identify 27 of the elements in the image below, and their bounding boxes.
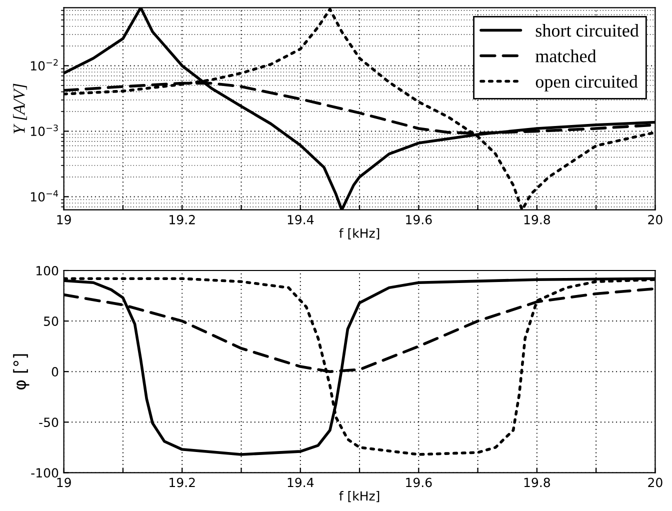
x-tick-label: 19.6 [406, 478, 432, 488]
y-tick-label: -50 [39, 418, 58, 428]
x-tick-label: 19.2 [170, 478, 195, 488]
x-axis-title: f [kHz] [339, 491, 380, 502]
y-tick-label: 100 [36, 266, 58, 276]
y-tick-label: 10$^{−2}$ [30, 59, 58, 71]
legend-label: open circuited [536, 75, 638, 92]
x-axis-title: f [kHz] [339, 228, 380, 240]
x-tick-label: 19 [57, 478, 71, 488]
x-tick-label: 19.2 [170, 214, 195, 224]
x-tick-label: 19.8 [524, 214, 550, 224]
x-tick-label: 19.6 [406, 214, 432, 224]
x-tick-label: 20 [648, 214, 662, 224]
y-tick-label: 0 [52, 367, 58, 377]
y-tick-label: -100 [31, 468, 58, 478]
y-tick-label: 10$^{−3}$ [30, 124, 58, 136]
x-tick-label: 19.4 [288, 478, 314, 488]
y-axis-title: φ [°] [13, 354, 30, 390]
x-tick-label: 19.8 [524, 478, 550, 488]
x-tick-label: 19 [57, 214, 71, 224]
y-tick-label: 10$^{−4}$ [30, 190, 58, 202]
y-tick-label: 50 [44, 316, 58, 326]
x-tick-label: 19.4 [288, 214, 314, 224]
y-axis-title: Y [A/V] [13, 84, 27, 134]
x-tick-label: 20 [648, 478, 662, 488]
legend-label: short circuited [536, 24, 639, 37]
legend-label: matched [536, 50, 596, 62]
